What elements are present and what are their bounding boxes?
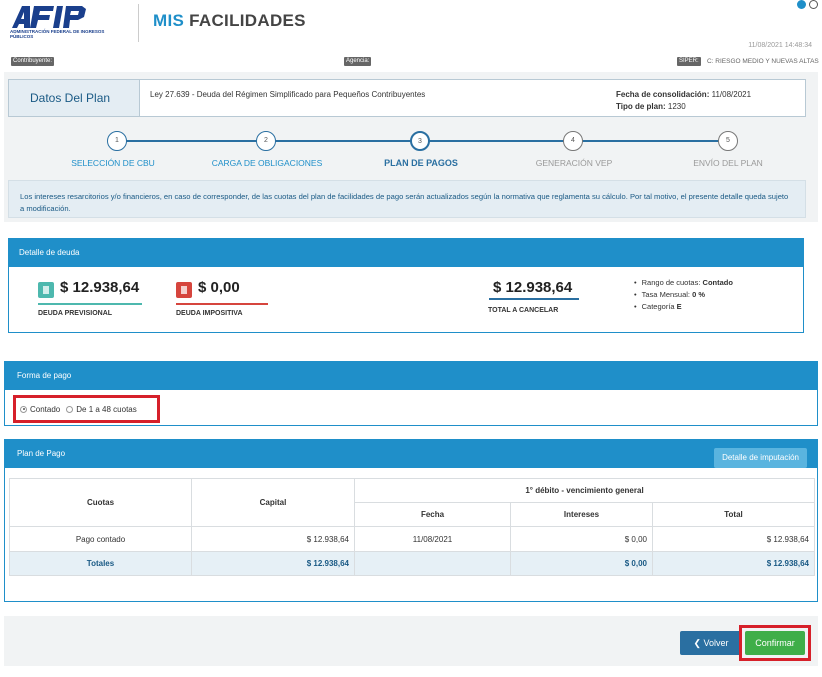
table-row: Pago contado $ 12.938,64 11/08/2021 $ 0,… [9, 526, 815, 552]
confirmar-button[interactable]: Confirmar [745, 631, 805, 655]
app-title-mis: MIS [153, 11, 185, 30]
radio-button[interactable] [66, 405, 74, 413]
detalle-imputacion-button[interactable]: Detalle de imputación [714, 448, 807, 468]
totals-row: Totales $ 12.938,64 $ 0,00 $ 12.938,64 [9, 551, 815, 576]
col-cuotas: Cuotas [9, 478, 192, 527]
volver-button[interactable]: ❮ Volver [680, 631, 742, 655]
ley-text: Ley 27.639 - Deuda del Régimen Simplific… [150, 90, 426, 99]
col-fecha: Fecha [354, 502, 511, 527]
app-title-facilidades: FACILIDADES [189, 11, 306, 30]
totals-capital: $ 12.938,64 [191, 551, 355, 576]
step-2-label: CARGA DE OBLIGACIONES [211, 158, 323, 168]
app-title: MIS FACILIDADES [153, 11, 306, 31]
plan-de-pago-panel: Plan de Pago Detalle de imputación Cuota… [4, 439, 818, 602]
datos-title: Datos Del Plan [9, 80, 140, 116]
calculator-icon [38, 282, 54, 298]
plan-pago-table: Cuotas Capital 1° débito - vencimiento g… [9, 478, 815, 576]
siper-tag: SIPER: [677, 57, 701, 66]
plan-area: Datos Del Plan Ley 27.639 - Deuda del Ré… [4, 72, 818, 222]
cell-fecha: 11/08/2021 [354, 526, 511, 552]
logo-subtitle: ADMINISTRACIÓN FEDERAL DE INGRESOS PÚBLI… [10, 29, 105, 39]
impositiva-label: DEUDA IMPOSITIVA [176, 310, 243, 317]
datos-del-plan: Datos Del Plan Ley 27.639 - Deuda del Ré… [8, 79, 806, 117]
siper-value: C: RIESGO MEDIO Y NUEVAS ALTAS [707, 58, 819, 65]
step-5-circle: 5 [718, 131, 738, 151]
totals-fecha [354, 551, 511, 576]
confirmar-highlight: Confirmar [739, 625, 811, 661]
impositiva-underline [176, 303, 268, 305]
cell-cuotas: Pago contado [9, 526, 192, 552]
header-icons [797, 0, 818, 9]
totals-label: Totales [9, 551, 192, 576]
tasa-item: Tasa Mensual: 0 % [634, 289, 733, 301]
radio-cuotas[interactable]: De 1 a 48 cuotas [66, 404, 137, 414]
user-info-bar: Contribuyente: Agencia: SIPER: C: RIESGO… [0, 55, 822, 67]
info-icon[interactable] [797, 0, 806, 9]
col-capital: Capital [191, 478, 355, 527]
col-group-debito: 1° débito - vencimiento general [354, 478, 815, 503]
footer-actions: ❮ Volver Confirmar [4, 616, 818, 666]
totals-total: $ 12.938,64 [652, 551, 815, 576]
previsional-value: $ 12.938,64 [60, 279, 140, 296]
col-total: Total [652, 502, 815, 527]
totals-intereses: $ 0,00 [510, 551, 653, 576]
payment-radio-group: Contado De 1 a 48 cuotas [13, 395, 160, 423]
plan-meta: Fecha de consolidación: 11/08/2021 Tipo … [616, 89, 751, 113]
total-label: TOTAL A CANCELAR [488, 307, 559, 314]
step-1-circle: 1 [107, 131, 127, 151]
impositiva-value: $ 0,00 [198, 279, 240, 296]
step-3-circle: 3 [410, 131, 430, 151]
power-icon[interactable] [809, 0, 818, 9]
cell-intereses: $ 0,00 [510, 526, 653, 552]
step-2-circle: 2 [256, 131, 276, 151]
plan-summary-list: Rango de cuotas: Contado Tasa Mensual: 0… [634, 277, 733, 313]
progress-stepper: 1 2 3 4 5 SELECCIÓN DE CBU CARGA DE OBLI… [4, 128, 818, 178]
fecha-value: 11/08/2021 [711, 90, 752, 99]
total-underline [489, 298, 579, 300]
step-1-label: SELECCIÓN DE CBU [71, 158, 155, 168]
total-value: $ 12.938,64 [493, 279, 573, 296]
chevron-left-icon: ❮ [693, 638, 701, 648]
step-4-circle: 4 [563, 131, 583, 151]
rango-item: Rango de cuotas: Contado [634, 277, 733, 289]
detalle-title: Detalle de deuda [9, 239, 803, 267]
notice-text: Los intereses resarcitorios y/o financie… [8, 180, 806, 218]
header-divider [138, 4, 139, 42]
step-3-label: PLAN DE PAGOS [384, 158, 458, 168]
cell-total: $ 12.938,64 [652, 526, 815, 552]
forma-de-pago-panel: Forma de pago Contado De 1 a 48 cuotas [4, 361, 818, 426]
forma-title: Forma de pago [5, 362, 817, 390]
tipo-value: 1230 [667, 102, 686, 111]
app-header: ADMINISTRACIÓN FEDERAL DE INGRESOS PÚBLI… [0, 0, 822, 49]
afip-logo [12, 6, 86, 28]
step-4-label: GENERACIÓN VEP [535, 158, 613, 168]
plan-pago-title: Plan de Pago [5, 440, 817, 468]
agencia-tag: Agencia: [344, 57, 372, 66]
step-5-label: ENVÍO DEL PLAN [693, 158, 763, 168]
detalle-deuda-panel: Detalle de deuda $ 12.938,64 DEUDA PREVI… [8, 238, 804, 333]
col-intereses: Intereses [510, 502, 653, 527]
cell-capital: $ 12.938,64 [191, 526, 355, 552]
categoria-item: Categoría E [634, 301, 733, 313]
fecha-label: Fecha de consolidación: [616, 90, 710, 99]
volver-label: Volver [703, 638, 729, 648]
timestamp: 11/08/2021 14:48:34 [748, 42, 812, 49]
radio-cuotas-label: De 1 a 48 cuotas [76, 404, 137, 414]
previsional-label: DEUDA PREVISIONAL [38, 310, 113, 317]
previsional-underline [38, 303, 142, 305]
radio-button-checked[interactable] [20, 405, 27, 413]
contribuyente-tag: Contribuyente: [11, 57, 55, 66]
calculator-icon [176, 282, 192, 298]
radio-contado[interactable]: Contado [20, 405, 60, 414]
radio-contado-label: Contado [30, 404, 61, 414]
tipo-label: Tipo de plan: [616, 102, 666, 111]
